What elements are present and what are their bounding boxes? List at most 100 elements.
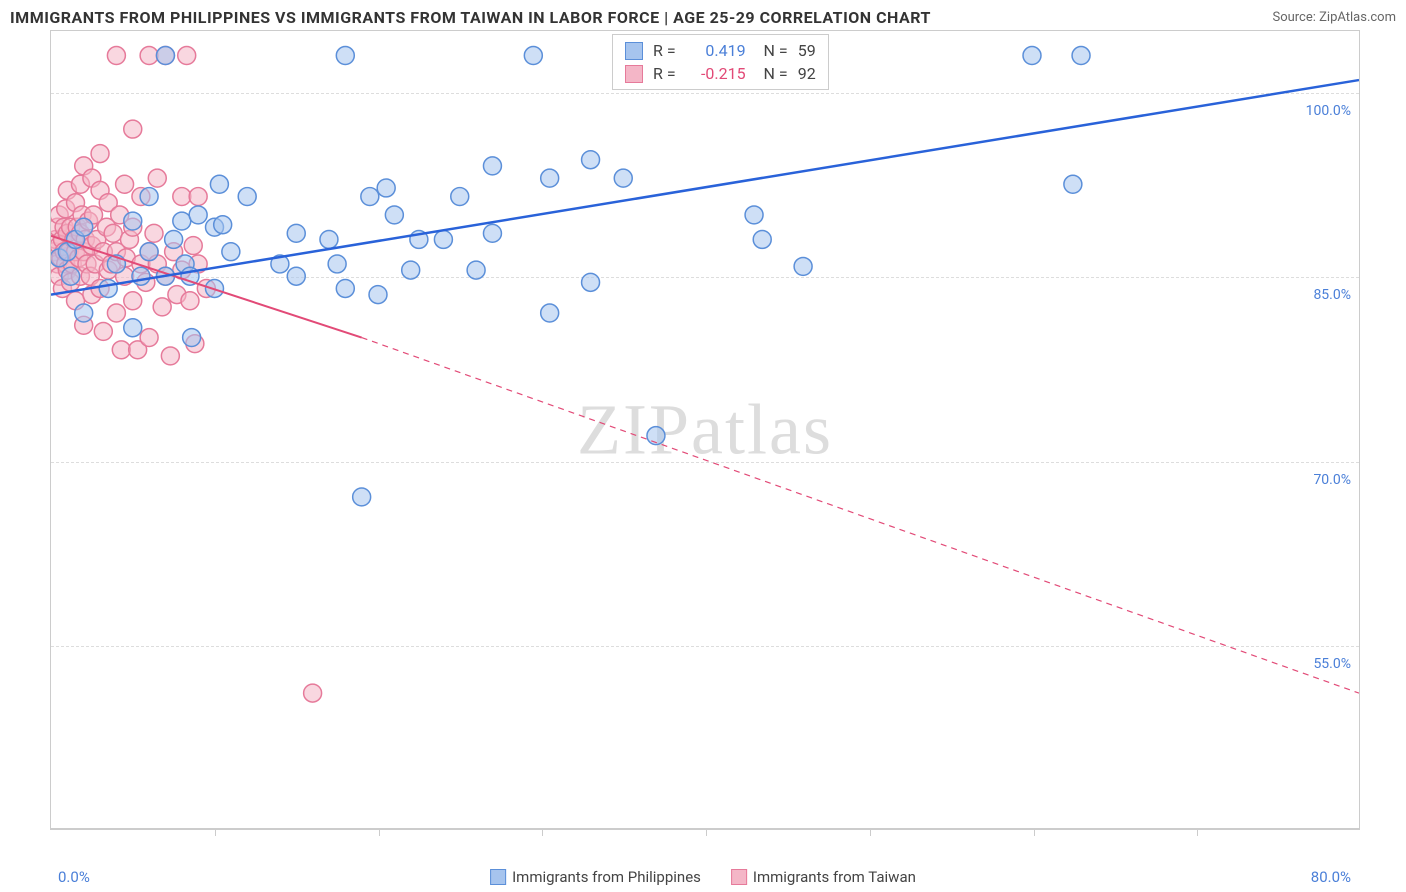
legend-bottom: Immigrants from Philippines Immigrants f…: [490, 868, 916, 886]
stats-row-philippines: R = 0.419 N = 59: [625, 39, 816, 62]
x-tick: [706, 828, 707, 836]
data-point: [156, 47, 174, 65]
data-point: [328, 255, 346, 273]
data-point: [1064, 175, 1082, 193]
x-tick: [1197, 828, 1198, 836]
stats-r-philippines: 0.419: [686, 41, 746, 60]
x-axis-max-label: 80.0%: [1311, 868, 1351, 886]
data-point: [385, 206, 403, 224]
data-point: [140, 329, 158, 347]
data-point: [753, 230, 771, 248]
data-point: [287, 267, 305, 285]
data-point: [181, 292, 199, 310]
data-point: [361, 188, 379, 206]
data-point: [238, 188, 256, 206]
swatch-taiwan: [625, 65, 643, 83]
correlation-stats-box: R = 0.419 N = 59 R = -0.215 N = 92: [612, 34, 829, 90]
stats-n-label: N =: [756, 64, 788, 83]
data-point: [336, 280, 354, 298]
data-point: [794, 257, 812, 275]
swatch-philippines: [490, 869, 506, 885]
legend-label-taiwan: Immigrants from Taiwan: [753, 868, 916, 886]
legend-item-taiwan: Immigrants from Taiwan: [731, 868, 916, 886]
data-point: [541, 304, 559, 322]
data-point: [173, 188, 191, 206]
x-axis-min-label: 0.0%: [58, 868, 90, 886]
data-point: [173, 212, 191, 230]
data-point: [1072, 47, 1090, 65]
data-point: [402, 261, 420, 279]
x-tick: [215, 828, 216, 836]
x-tick: [870, 828, 871, 836]
legend-label-philippines: Immigrants from Philippines: [512, 868, 701, 886]
data-point: [304, 684, 322, 702]
x-tick: [1034, 828, 1035, 836]
data-point: [467, 261, 485, 279]
data-point: [75, 218, 93, 236]
data-point: [116, 175, 134, 193]
trend-line: [362, 338, 1359, 694]
data-point: [483, 224, 501, 242]
stats-n-taiwan: 92: [798, 64, 816, 83]
chart-title: IMMIGRANTS FROM PHILIPPINES VS IMMIGRANT…: [10, 8, 931, 27]
data-point: [582, 273, 600, 291]
swatch-taiwan: [731, 869, 747, 885]
swatch-philippines: [625, 42, 643, 60]
data-point: [107, 47, 125, 65]
stats-r-label: R =: [653, 64, 676, 83]
data-point: [287, 224, 305, 242]
data-point: [165, 230, 183, 248]
data-point: [582, 151, 600, 169]
data-point: [189, 206, 207, 224]
data-point: [132, 267, 150, 285]
data-point: [107, 304, 125, 322]
data-point: [140, 188, 158, 206]
source-credit: Source: ZipAtlas.com: [1272, 10, 1396, 25]
legend-item-philippines: Immigrants from Philippines: [490, 868, 701, 886]
data-point: [94, 322, 112, 340]
data-point: [1023, 47, 1041, 65]
data-point: [124, 319, 142, 337]
data-point: [124, 212, 142, 230]
data-point: [75, 304, 93, 322]
data-point: [336, 47, 354, 65]
data-point: [153, 298, 171, 316]
data-point: [369, 286, 387, 304]
data-point: [124, 292, 142, 310]
data-point: [214, 216, 232, 234]
data-point: [353, 488, 371, 506]
data-point: [140, 47, 158, 65]
x-tick: [379, 828, 380, 836]
stats-r-taiwan: -0.215: [686, 64, 746, 83]
stats-n-philippines: 59: [798, 41, 816, 60]
data-point: [189, 188, 207, 206]
plot-area: ZIPatlas 100.0%85.0%70.0%55.0%: [50, 30, 1360, 830]
data-point: [222, 243, 240, 261]
data-point: [524, 47, 542, 65]
data-point: [91, 145, 109, 163]
data-point: [161, 347, 179, 365]
stats-n-label: N =: [756, 41, 788, 60]
data-point: [320, 230, 338, 248]
chart-svg: [51, 31, 1359, 828]
stats-r-label: R =: [653, 41, 676, 60]
data-point: [112, 341, 130, 359]
stats-row-taiwan: R = -0.215 N = 92: [625, 62, 816, 85]
data-point: [377, 179, 395, 197]
data-point: [614, 169, 632, 187]
x-tick: [542, 828, 543, 836]
data-point: [62, 267, 80, 285]
data-point: [183, 329, 201, 347]
data-point: [451, 188, 469, 206]
data-point: [148, 169, 166, 187]
data-point: [541, 169, 559, 187]
data-point: [210, 175, 228, 193]
data-point: [483, 157, 501, 175]
data-point: [99, 280, 117, 298]
data-point: [145, 224, 163, 242]
data-point: [140, 243, 158, 261]
data-point: [104, 224, 122, 242]
data-point: [745, 206, 763, 224]
data-point: [124, 120, 142, 138]
data-point: [178, 47, 196, 65]
